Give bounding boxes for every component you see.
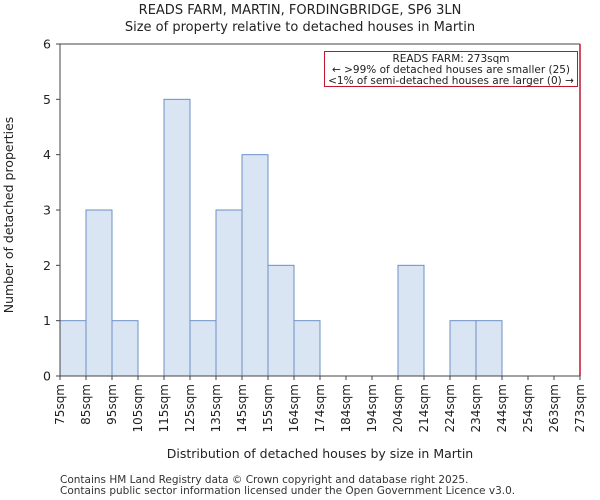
x-axis-label: Distribution of detached houses by size … bbox=[167, 446, 473, 461]
x-tick-label: 125sqm bbox=[183, 384, 197, 432]
histogram-bar bbox=[241, 154, 269, 377]
x-tick-label: 85sqm bbox=[79, 384, 93, 425]
y-tick-label: 6 bbox=[43, 37, 51, 52]
chart-subtitle: Size of property relative to detached ho… bbox=[124, 20, 476, 35]
x-tick-label: 214sqm bbox=[417, 384, 431, 432]
y-tick-label: 5 bbox=[43, 92, 51, 107]
x-tick-label: 105sqm bbox=[131, 384, 145, 432]
x-tick-label: 174sqm bbox=[313, 384, 327, 432]
x-tick-label: 155sqm bbox=[261, 384, 275, 432]
histogram-bar bbox=[59, 320, 87, 377]
property-annotation-box: READS FARM: 273sqm ← >99% of detached ho… bbox=[324, 51, 578, 87]
x-tick-label: 204sqm bbox=[391, 384, 405, 432]
histogram-bar bbox=[397, 264, 425, 377]
x-tick-label: 234sqm bbox=[469, 384, 483, 432]
annotation-line-1: READS FARM: 273sqm bbox=[392, 53, 510, 65]
x-tick-label: 145sqm bbox=[235, 384, 249, 432]
footer-line-2: Contains public sector information licen… bbox=[60, 485, 516, 497]
y-tick-label: 3 bbox=[43, 203, 51, 218]
x-tick-label: 135sqm bbox=[209, 384, 223, 432]
y-tick-label: 4 bbox=[43, 147, 51, 162]
chart-title: READS FARM, MARTIN, FORDINGBRIDGE, SP6 3… bbox=[138, 3, 462, 18]
annotation-line-3: <1% of semi-detached houses are larger (… bbox=[328, 75, 574, 87]
x-tick-label: 224sqm bbox=[443, 384, 457, 432]
x-tick-label: 75sqm bbox=[53, 384, 67, 425]
y-tick-label: 2 bbox=[43, 258, 51, 273]
x-tick-label: 164sqm bbox=[287, 384, 301, 432]
histogram-bar bbox=[215, 209, 243, 377]
histogram-bar bbox=[293, 320, 321, 377]
x-tick-label: 273sqm bbox=[573, 384, 587, 432]
x-tick-label: 244sqm bbox=[495, 384, 509, 432]
x-tick-label: 263sqm bbox=[547, 384, 561, 432]
x-tick-label: 194sqm bbox=[365, 384, 379, 432]
histogram-bar bbox=[85, 209, 113, 377]
histogram-bar bbox=[267, 264, 295, 377]
histogram-bar bbox=[111, 320, 139, 377]
x-tick-label: 95sqm bbox=[105, 384, 119, 425]
x-tick-label: 254sqm bbox=[521, 384, 535, 432]
footer-line-1: Contains HM Land Registry data © Crown c… bbox=[60, 474, 469, 486]
histogram-bar bbox=[163, 98, 191, 377]
y-tick-label: 1 bbox=[43, 313, 51, 328]
histogram-bar bbox=[449, 320, 477, 377]
x-tick-label: 115sqm bbox=[157, 384, 171, 432]
x-tick-label: 184sqm bbox=[339, 384, 353, 432]
y-tick-label: 0 bbox=[43, 369, 51, 384]
y-axis-label: Number of detached properties bbox=[1, 117, 16, 314]
annotation-line-2: ← >99% of detached houses are smaller (2… bbox=[331, 64, 571, 76]
histogram-bar bbox=[475, 320, 503, 377]
histogram-bar bbox=[189, 320, 217, 377]
